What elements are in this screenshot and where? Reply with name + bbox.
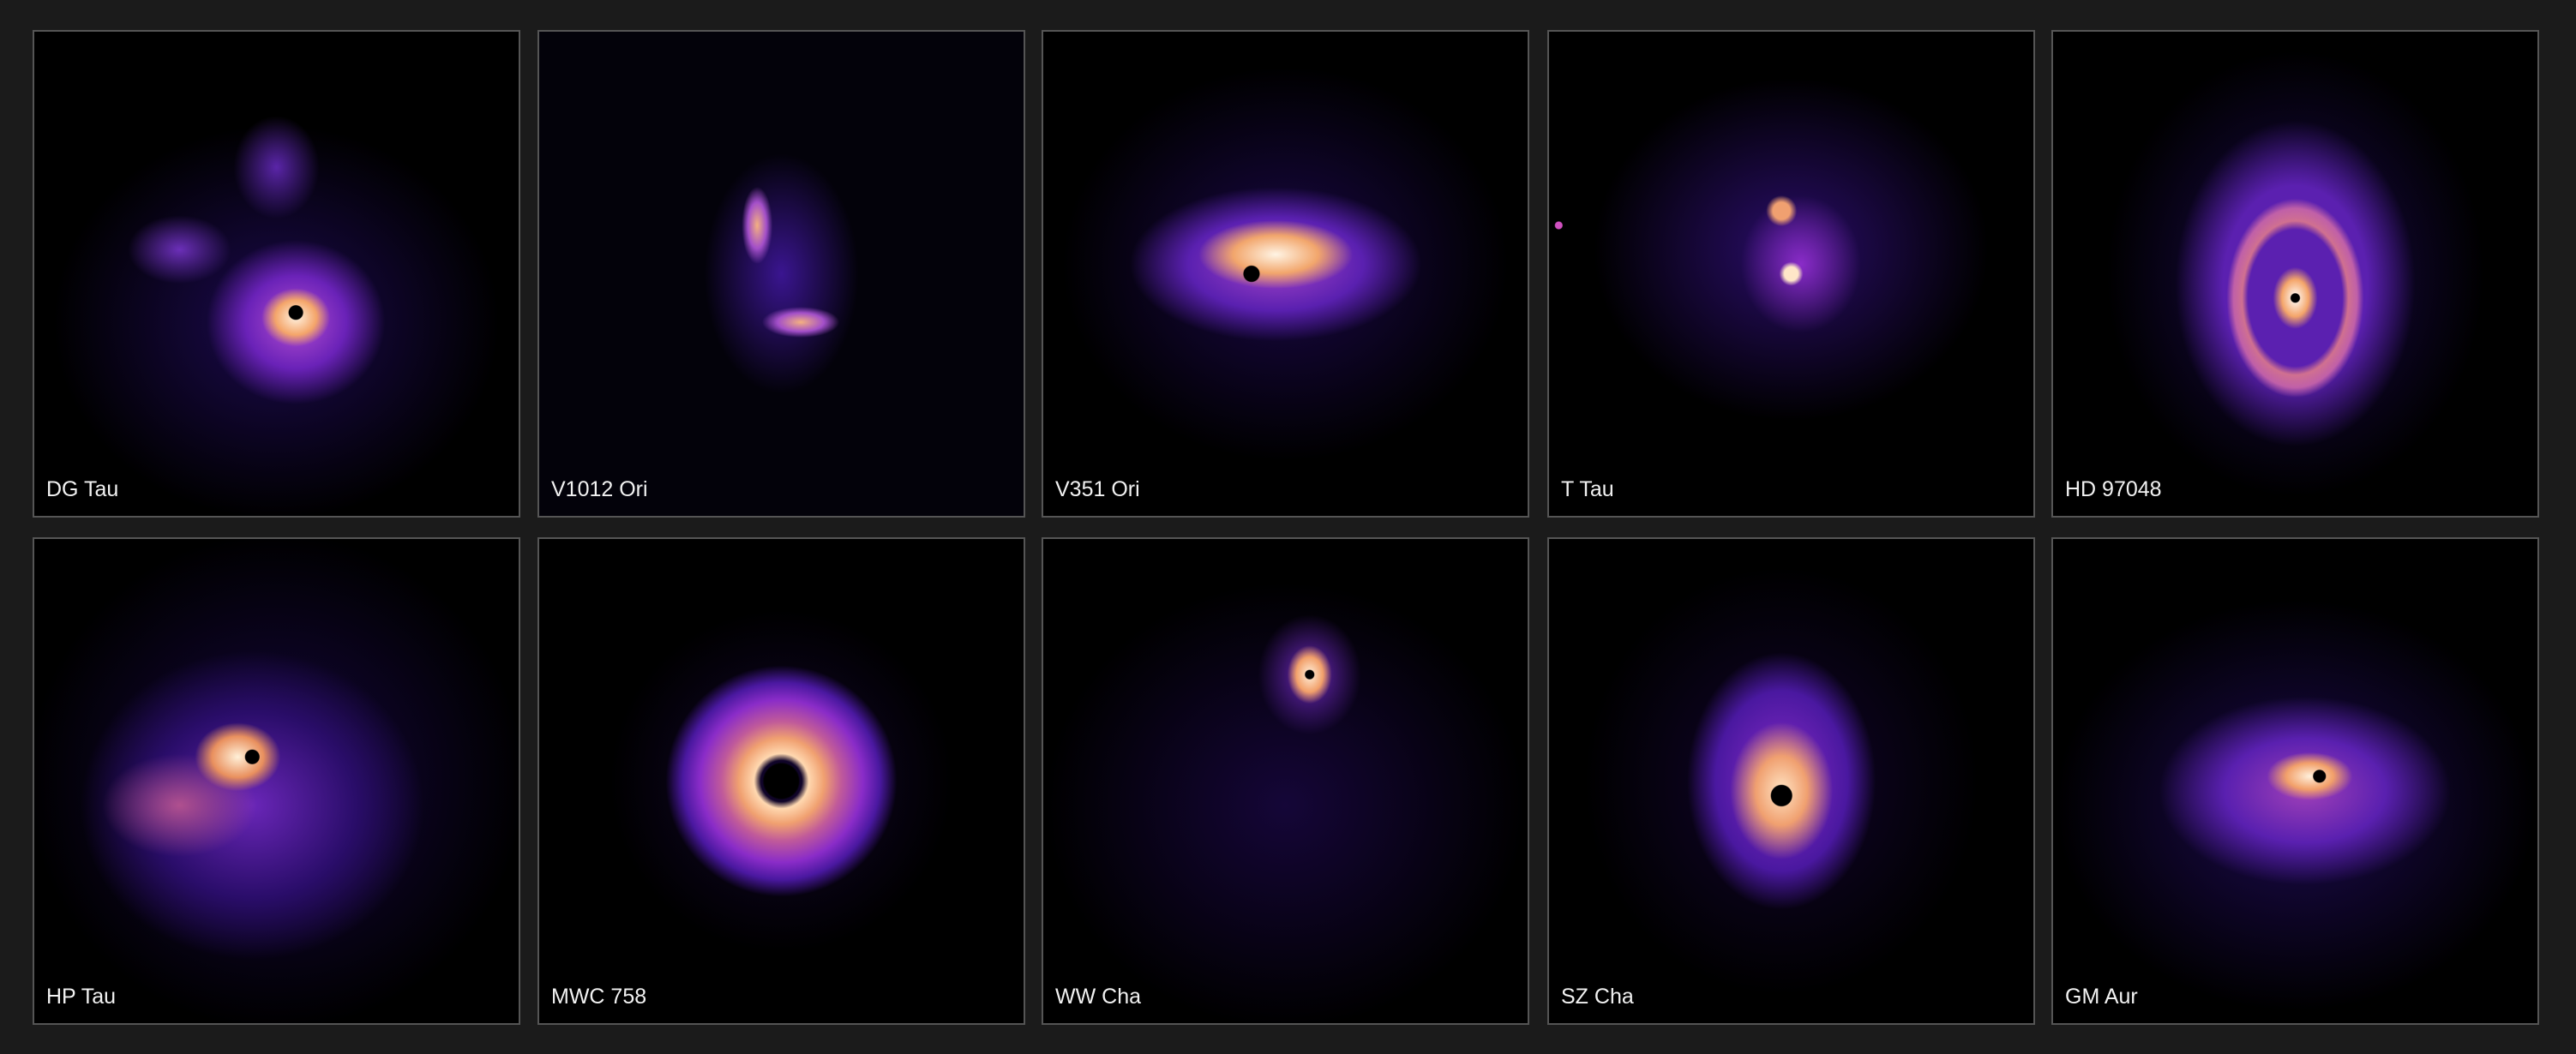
disk-image xyxy=(1549,539,2033,1023)
image-panel-v1012-ori[interactable]: V1012 Ori xyxy=(537,30,1025,518)
disk-image xyxy=(2053,539,2537,1023)
object-label: T Tau xyxy=(1561,477,1614,501)
object-label: V351 Ori xyxy=(1055,477,1140,501)
disk-image xyxy=(2053,32,2537,516)
object-label: GM Aur xyxy=(2065,985,2138,1009)
image-panel-v351-ori[interactable]: V351 Ori xyxy=(1042,30,1529,518)
object-label: V1012 Ori xyxy=(551,477,648,501)
object-label: WW Cha xyxy=(1055,985,1141,1009)
disk-image xyxy=(34,32,519,516)
disk-image xyxy=(1043,539,1528,1023)
object-label: HD 97048 xyxy=(2065,477,2162,501)
disk-image xyxy=(34,539,519,1023)
disk-image xyxy=(539,539,1024,1023)
image-panel-hp-tau[interactable]: HP Tau xyxy=(33,537,520,1025)
disk-image xyxy=(539,32,1024,516)
object-label: HP Tau xyxy=(46,985,117,1009)
image-panel-hd-97048[interactable]: HD 97048 xyxy=(2051,30,2539,518)
image-panel-dg-tau[interactable]: DG Tau xyxy=(33,30,520,518)
image-panel-mwc-758[interactable]: MWC 758 xyxy=(537,537,1025,1025)
object-label: SZ Cha xyxy=(1561,985,1634,1009)
disk-image xyxy=(1043,32,1528,516)
image-panel-sz-cha[interactable]: SZ Cha xyxy=(1547,537,2035,1025)
object-label: MWC 758 xyxy=(551,985,647,1009)
image-panel-t-tau[interactable]: T Tau xyxy=(1547,30,2035,518)
disk-image xyxy=(1549,32,2033,516)
image-panel-gm-aur[interactable]: GM Aur xyxy=(2051,537,2539,1025)
image-panel-ww-cha[interactable]: WW Cha xyxy=(1042,537,1529,1025)
object-label: DG Tau xyxy=(46,477,119,501)
